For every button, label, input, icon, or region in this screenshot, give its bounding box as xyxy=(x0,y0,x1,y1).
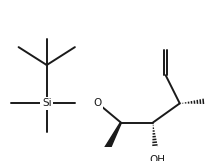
Polygon shape xyxy=(104,122,121,151)
Text: O: O xyxy=(94,98,102,108)
Text: Si: Si xyxy=(42,98,52,108)
Text: OH: OH xyxy=(150,155,165,161)
